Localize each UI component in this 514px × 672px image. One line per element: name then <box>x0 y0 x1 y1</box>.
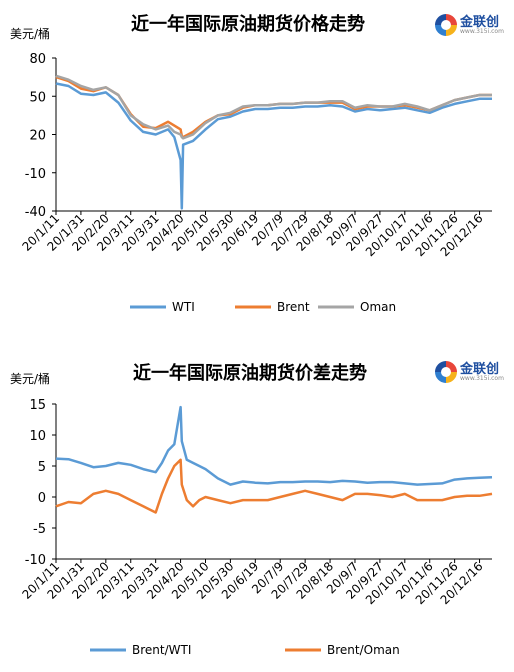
brand-logo: 金联创 www.315i.com <box>435 14 504 36</box>
series-line <box>55 458 493 514</box>
y-tick-label: -40 <box>25 205 46 220</box>
brand-logo-icon <box>435 361 457 383</box>
brand-logo-name: 金联创 <box>460 361 500 377</box>
spread-chart-panel: 金联创 www.315i.com 近一年国际原油期货价差走势 美元/桶 -10 -5 0… <box>0 345 514 668</box>
brand-logo-name: 金联创 <box>460 14 500 30</box>
brand-logo: 金联创 www.315i.com <box>435 361 504 383</box>
y-tick-label: 0 <box>38 491 46 506</box>
series-line <box>55 82 492 210</box>
legend-label: Oman <box>360 300 396 314</box>
unit-label: 美元/桶 <box>10 371 50 386</box>
y-tick-label: 5 <box>38 460 46 475</box>
y-tick-label: 20 <box>29 129 46 144</box>
series-line <box>55 405 493 486</box>
series-line <box>55 74 492 140</box>
y-tick-label: -10 <box>25 553 46 568</box>
y-tick-label: 15 <box>29 398 46 413</box>
chart-title: 近一年国际原油期货价格走势 <box>131 13 365 35</box>
brand-logo-url: www.315i.com <box>460 27 504 35</box>
brand-logo-url: www.315i.com <box>460 374 504 382</box>
y-tick-label: 10 <box>29 429 46 444</box>
y-tick-label: -5 <box>33 522 46 537</box>
price-chart-panel: 金联创 www.315i.com 近一年国际原油期货价格走势美元/桶 -40 -10… <box>0 0 514 330</box>
legend-label: WTI <box>172 300 195 314</box>
brand-logo-icon <box>435 14 457 36</box>
spread-chart: 近一年国际原油期货价差走势美元/桶-10-505101520/1/1120/1/… <box>10 362 493 657</box>
price-chart: 近一年国际原油期货价格走势美元/桶-40-1020508020/1/1120/1… <box>10 13 492 314</box>
legend-label: Brent/Oman <box>327 643 400 657</box>
legend-label: Brent/WTI <box>132 643 191 657</box>
chart-title: 近一年国际原油期货价差走势 <box>133 362 367 384</box>
unit-label: 美元/桶 <box>10 26 50 41</box>
y-tick-label: -10 <box>25 167 46 182</box>
y-tick-label: 80 <box>29 52 46 67</box>
legend-label: Brent <box>277 300 310 314</box>
y-tick-label: 50 <box>29 90 46 105</box>
